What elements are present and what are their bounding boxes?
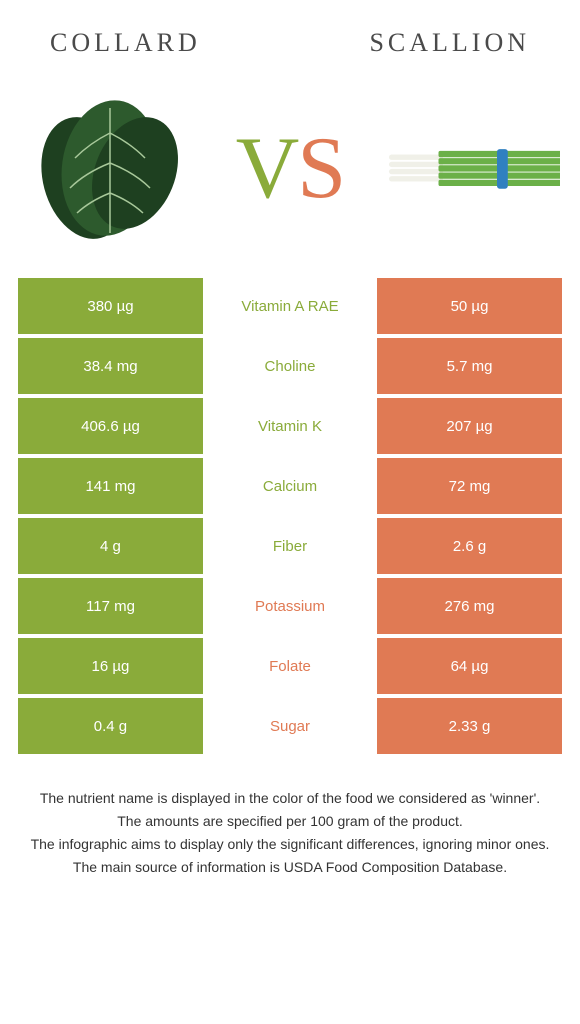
footer-notes: The nutrient name is displayed in the co… bbox=[0, 758, 580, 878]
vs-label: VS bbox=[236, 118, 345, 219]
table-row: 406.6 µgVitamin K207 µg bbox=[18, 398, 562, 454]
left-value: 38.4 mg bbox=[18, 338, 203, 394]
right-value: 5.7 mg bbox=[377, 338, 562, 394]
left-value: 16 µg bbox=[18, 638, 203, 694]
images-row: VS bbox=[0, 68, 580, 278]
right-value: 50 µg bbox=[377, 278, 562, 334]
left-value: 0.4 g bbox=[18, 698, 203, 754]
table-row: 38.4 mgCholine5.7 mg bbox=[18, 338, 562, 394]
right-value: 2.33 g bbox=[377, 698, 562, 754]
vs-s-letter: S bbox=[297, 120, 344, 217]
left-value: 141 mg bbox=[18, 458, 203, 514]
right-value: 2.6 g bbox=[377, 518, 562, 574]
header: COLLARD SCALLION bbox=[0, 0, 580, 68]
table-row: 4 gFiber2.6 g bbox=[18, 518, 562, 574]
scallion-image bbox=[380, 83, 560, 253]
left-value: 117 mg bbox=[18, 578, 203, 634]
left-value: 406.6 µg bbox=[18, 398, 203, 454]
nutrient-name: Vitamin A RAE bbox=[203, 278, 377, 334]
right-value: 64 µg bbox=[377, 638, 562, 694]
footer-line: The main source of information is USDA F… bbox=[20, 857, 560, 878]
nutrient-name: Potassium bbox=[203, 578, 377, 634]
nutrient-name: Sugar bbox=[203, 698, 377, 754]
right-value: 207 µg bbox=[377, 398, 562, 454]
vs-v-letter: V bbox=[236, 120, 298, 217]
nutrient-name: Folate bbox=[203, 638, 377, 694]
footer-line: The nutrient name is displayed in the co… bbox=[20, 788, 560, 809]
nutrient-name: Choline bbox=[203, 338, 377, 394]
nutrient-table: 380 µgVitamin A RAE50 µg38.4 mgCholine5.… bbox=[0, 278, 580, 754]
footer-line: The infographic aims to display only the… bbox=[20, 834, 560, 855]
footer-line: The amounts are specified per 100 gram o… bbox=[20, 811, 560, 832]
right-value: 276 mg bbox=[377, 578, 562, 634]
table-row: 117 mgPotassium276 mg bbox=[18, 578, 562, 634]
right-food-title: SCALLION bbox=[369, 28, 530, 58]
left-food-title: COLLARD bbox=[50, 28, 201, 58]
collard-image bbox=[20, 83, 200, 253]
nutrient-name: Fiber bbox=[203, 518, 377, 574]
nutrient-name: Vitamin K bbox=[203, 398, 377, 454]
nutrient-name: Calcium bbox=[203, 458, 377, 514]
right-value: 72 mg bbox=[377, 458, 562, 514]
left-value: 380 µg bbox=[18, 278, 203, 334]
table-row: 141 mgCalcium72 mg bbox=[18, 458, 562, 514]
table-row: 16 µgFolate64 µg bbox=[18, 638, 562, 694]
table-row: 380 µgVitamin A RAE50 µg bbox=[18, 278, 562, 334]
table-row: 0.4 gSugar2.33 g bbox=[18, 698, 562, 754]
left-value: 4 g bbox=[18, 518, 203, 574]
